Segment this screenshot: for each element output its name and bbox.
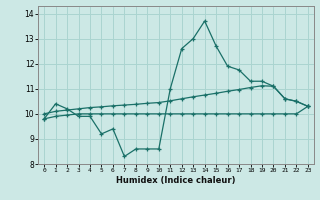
X-axis label: Humidex (Indice chaleur): Humidex (Indice chaleur) xyxy=(116,176,236,185)
